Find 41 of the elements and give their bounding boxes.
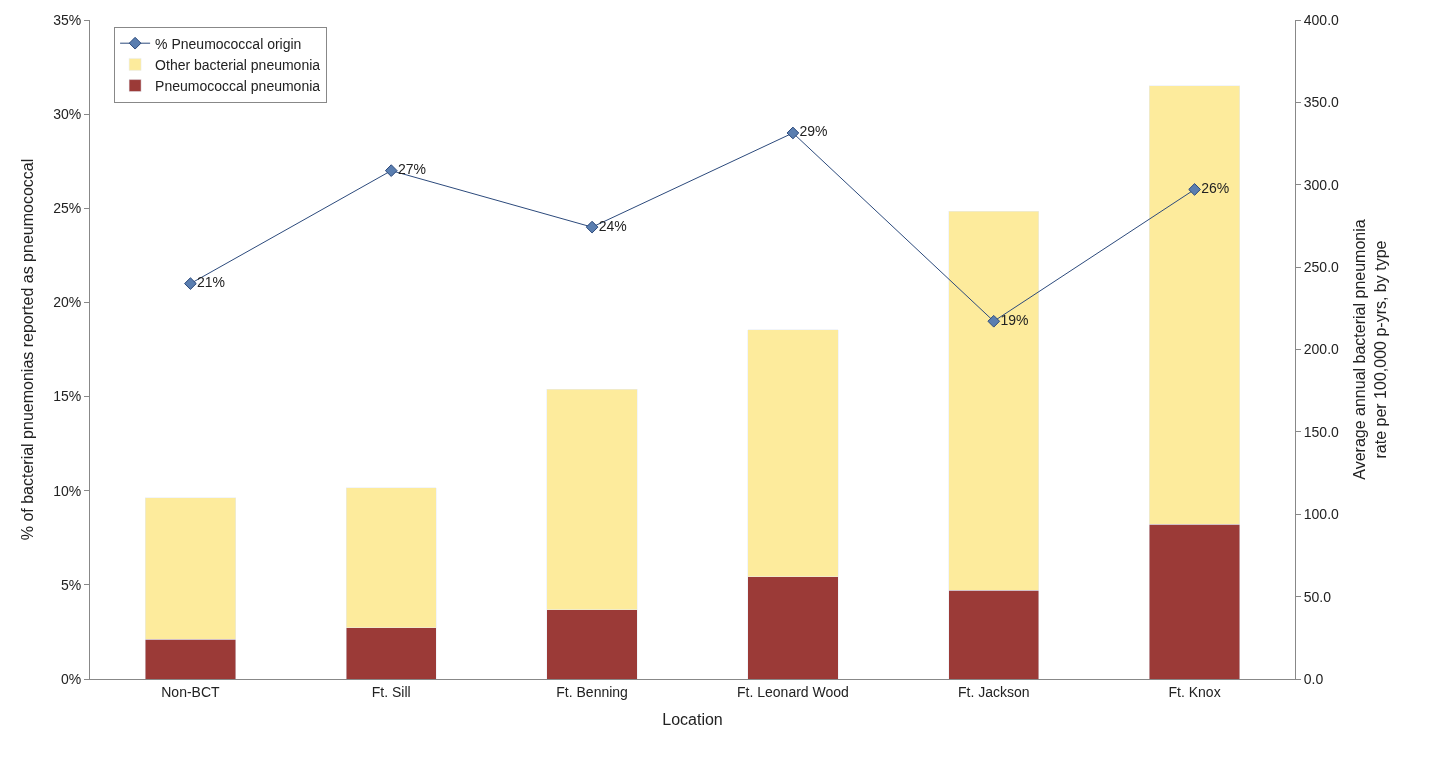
data-label: 21% <box>197 274 226 291</box>
x-tick-label: Non-BCT <box>161 683 221 700</box>
y2-tick-label: 50.0 <box>1303 588 1332 605</box>
y-tick-label: 20% <box>53 294 82 311</box>
data-label: 27% <box>397 161 426 178</box>
y2-tick-label: 0.0 <box>1303 670 1324 687</box>
y-tick-label: 0% <box>60 670 82 687</box>
point <box>987 314 1001 328</box>
y-tick-label: 30% <box>53 106 82 123</box>
y2-axis-title: Average annual bacterial pneumonia rate per 100,000 p-yrs, by type <box>1350 219 1389 480</box>
point <box>184 277 197 290</box>
y-tick-label: 25% <box>53 200 82 217</box>
data-label: 24% <box>598 217 627 234</box>
y2-tick-label: 350.0 <box>1303 94 1340 111</box>
point <box>786 126 800 140</box>
point <box>1188 183 1201 196</box>
y2-tick-label: 200.0 <box>1303 341 1340 358</box>
y-tick-label: 35% <box>53 11 82 28</box>
x-tick-label: Ft. Sill <box>371 683 411 700</box>
point <box>585 220 599 234</box>
x-tick-label: Ft. Benning <box>556 683 628 700</box>
y-axis-title: % of bacterial pnuemonias reported as pneumococcal <box>19 158 37 541</box>
y2-tick-label: 400.0 <box>1303 11 1340 28</box>
y-tick-label: 10% <box>53 482 82 499</box>
y-tick-label: 5% <box>60 576 82 593</box>
x-tick-label: Ft. Jackson <box>957 683 1030 700</box>
x-axis-title: Location <box>662 711 723 729</box>
point <box>384 164 398 177</box>
legend-label: Other bacterial pneumonia <box>155 56 321 73</box>
legend-label: Pneumococcal pneumonia <box>155 78 321 95</box>
y2-tick-label: 300.0 <box>1303 176 1340 193</box>
y-tick-label: 15% <box>53 388 82 405</box>
y2-tick-label: 100.0 <box>1303 506 1340 523</box>
data-label: 19% <box>1000 311 1029 328</box>
data-label: 26% <box>1201 179 1230 196</box>
data-label: 29% <box>799 123 828 140</box>
x-tick-label: Ft. Knox <box>1168 683 1221 700</box>
y2-tick-label: 150.0 <box>1303 423 1340 440</box>
x-tick-label: Ft. Leonard Wood <box>737 683 849 700</box>
legend-label: % Pneumococcal origin <box>155 35 302 52</box>
y2-tick-label: 250.0 <box>1303 259 1340 276</box>
